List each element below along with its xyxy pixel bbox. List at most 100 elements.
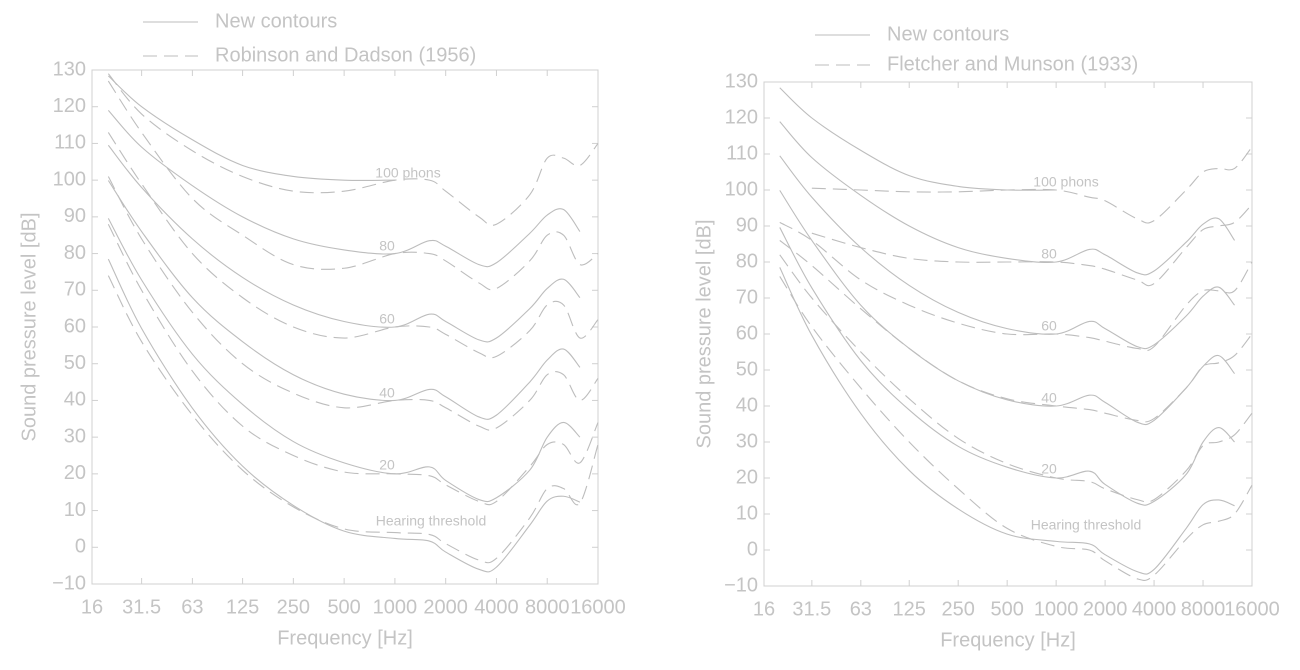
curve [107,218,581,503]
x-tick-label: 8000 [525,596,570,618]
y-tick-label: 110 [54,132,86,154]
y-tick-label: 110 [726,142,758,164]
curve [779,276,1253,582]
y-tick-label: 80 [736,250,758,272]
annotation: 20 [379,457,395,473]
x-tick-label: 16 [753,598,775,620]
x-tick-label: 31.5 [122,596,161,618]
annotation: 100 phons [375,165,440,181]
panel: −10 0 10 20 30 40 50 60 70 80 90 100 110 120 130 16 31.5… [18,10,626,649]
x-tick-label: 250 [942,598,975,620]
x-tick-label: 125 [893,598,926,620]
x-tick-label: 4000 [474,596,519,618]
curve [779,254,1253,503]
y-tick-label: 50 [736,358,758,380]
annotation: 100 phons [1033,174,1098,190]
x-tick-label: 63 [850,598,872,620]
x-tick-label: 1000 [1034,598,1079,620]
y-tick-label: 90 [736,214,758,236]
curve [107,73,599,226]
annotation: 20 [1041,461,1057,477]
y-tick-label: 90 [64,205,86,227]
x-tick-label: 250 [277,596,310,618]
y-tick-label: 130 [53,58,86,80]
x-tick-label: 1000 [373,596,418,618]
x-tick-label: 2000 [1083,598,1128,620]
y-tick-label: 40 [64,389,86,411]
legend-label: Robinson and Dadson (1956) [215,44,476,66]
y-tick-label: 120 [725,106,758,128]
y-tick-label: 100 [53,168,86,190]
curve [107,75,395,181]
y-tick-label: 30 [64,425,86,447]
y-tick-label: −10 [52,572,86,594]
x-tick-label: 8000 [1181,598,1226,620]
y-axis-title: Sound pressure level [dB] [693,219,715,448]
y-tick-label: 0 [75,536,86,558]
curve [107,275,599,564]
x-tick-label: 16000 [1224,598,1280,620]
curve [107,180,581,420]
annotation: 80 [1041,246,1057,262]
x-tick-label: 500 [990,598,1023,620]
y-tick-label: 20 [736,466,758,488]
x-tick-label: 125 [226,596,259,618]
annotation: 40 [1041,390,1057,406]
x-axis-title: Frequency [Hz] [277,627,413,649]
curve [811,204,1253,287]
curve [779,87,1057,191]
curve [107,110,581,268]
y-tick-label: 40 [736,394,758,416]
curve [779,221,1253,352]
y-tick-label: 10 [736,502,758,524]
curve [779,227,1235,506]
y-tick-label: 30 [736,430,758,452]
y-tick-label: 0 [747,538,758,560]
curve [107,144,581,343]
annotation: 40 [379,385,395,401]
y-tick-label: 120 [53,95,86,117]
x-tick-label: 31.5 [792,598,831,620]
annotation: 80 [379,238,395,254]
curve [779,155,1235,350]
legend-label: Fletcher and Munson (1933) [887,53,1138,75]
y-tick-label: 70 [64,279,86,301]
curve [107,176,599,431]
y-tick-label: −10 [724,574,758,596]
curve [779,267,1235,575]
y-tick-label: 60 [736,322,758,344]
y-axis-title: Sound pressure level [dB] [18,212,40,441]
y-tick-label: 130 [725,70,758,92]
legend-label: New contours [887,23,1009,45]
plot-frame [91,69,599,585]
annotation: Hearing threshold [376,513,487,529]
panel: −10 0 10 20 30 40 50 60 70 80 90 100 110 120 130 16 31.5… [693,23,1280,651]
x-tick-label: 63 [181,596,203,618]
curve [779,190,1235,426]
curve [811,146,1253,224]
annotation: 60 [1041,318,1057,334]
curve [107,132,599,359]
x-tick-label: 500 [327,596,360,618]
x-tick-label: 16 [81,596,103,618]
y-tick-label: 50 [64,352,86,374]
curve [107,223,599,506]
curve [107,80,599,291]
legend-label: New contours [215,10,337,32]
y-tick-label: 70 [736,286,758,308]
annotation: Hearing threshold [1031,517,1142,533]
y-tick-label: 10 [64,499,86,521]
y-tick-label: 100 [725,178,758,200]
x-tick-label: 16000 [570,596,626,618]
curve [779,121,1236,276]
x-tick-label: 4000 [1132,598,1177,620]
annotation: 60 [379,311,395,327]
y-tick-label: 60 [64,315,86,337]
y-tick-label: 80 [64,242,86,264]
curve [779,239,1253,423]
x-tick-label: 2000 [423,596,468,618]
x-axis-title: Frequency [Hz] [940,629,1076,651]
curve [107,258,581,573]
y-tick-label: 20 [64,462,86,484]
